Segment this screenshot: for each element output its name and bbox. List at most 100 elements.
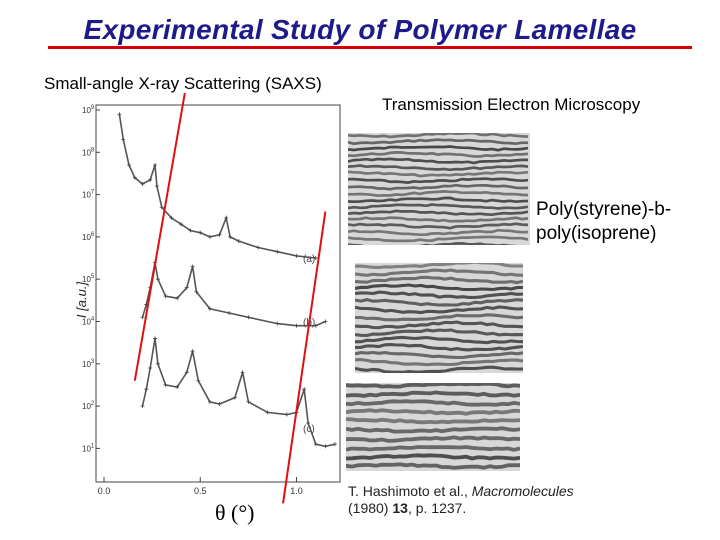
lamella-stripe bbox=[346, 408, 520, 416]
data-point bbox=[232, 395, 237, 400]
data-point bbox=[154, 184, 159, 189]
lamella-stripe bbox=[355, 313, 523, 322]
data-point bbox=[153, 336, 158, 341]
series-line bbox=[118, 114, 316, 259]
citation: T. Hashimoto et al., Macromolecules (198… bbox=[348, 483, 688, 517]
data-point bbox=[140, 182, 145, 187]
data-point bbox=[196, 378, 201, 383]
data-point bbox=[323, 444, 328, 449]
lamella-stripe bbox=[346, 426, 520, 434]
citation-pages: , p. 1237. bbox=[407, 500, 467, 516]
tem-image-top bbox=[348, 133, 530, 245]
lamella-stripe bbox=[355, 335, 523, 345]
data-point bbox=[256, 245, 260, 250]
lamella-stripe bbox=[348, 216, 529, 223]
lamella-stripe bbox=[355, 275, 523, 285]
series-line bbox=[141, 262, 326, 327]
series-label: (a) bbox=[303, 254, 315, 265]
data-point bbox=[207, 399, 212, 404]
data-point bbox=[313, 442, 318, 447]
data-point bbox=[236, 239, 241, 244]
x-tick-label: 1.0 bbox=[290, 486, 303, 496]
data-point bbox=[148, 177, 153, 182]
data-point bbox=[163, 294, 168, 299]
data-point bbox=[184, 370, 189, 375]
y-tick-label: 104 bbox=[82, 316, 95, 326]
data-point bbox=[246, 315, 251, 320]
data-point bbox=[140, 404, 145, 409]
lamella-stripe bbox=[346, 390, 520, 398]
data-point bbox=[333, 442, 337, 447]
data-point bbox=[155, 277, 160, 282]
data-point bbox=[144, 387, 149, 392]
data-point bbox=[190, 349, 195, 354]
lamella-stripe bbox=[346, 383, 520, 389]
citation-volume: 13 bbox=[392, 500, 408, 516]
citation-journal: Macromolecules bbox=[471, 483, 574, 499]
lamella-stripe bbox=[346, 445, 520, 452]
lamella-stripe bbox=[355, 365, 523, 373]
lamella-stripe bbox=[346, 417, 520, 425]
lamella-stripe bbox=[348, 196, 529, 204]
data-point bbox=[275, 249, 280, 254]
lamella-stripe bbox=[355, 268, 523, 277]
y-tick-label: 106 bbox=[82, 232, 95, 242]
data-point bbox=[306, 421, 311, 426]
lamella-stripe bbox=[348, 183, 529, 191]
data-point bbox=[207, 234, 212, 239]
data-point bbox=[294, 323, 299, 328]
lamella-stripe bbox=[355, 283, 523, 292]
lamella-stripe bbox=[355, 305, 523, 315]
data-point bbox=[224, 215, 229, 220]
y-tick-label: 108 bbox=[82, 147, 95, 157]
lamella-stripe bbox=[348, 157, 528, 165]
data-point bbox=[179, 222, 183, 227]
lamella-stripe bbox=[355, 263, 523, 270]
data-point bbox=[294, 253, 299, 258]
data-point bbox=[284, 412, 289, 417]
tem-image-bottom bbox=[346, 383, 520, 471]
data-point bbox=[117, 112, 122, 117]
data-point bbox=[217, 401, 222, 406]
title-underline bbox=[48, 46, 692, 49]
lamella-stripe bbox=[348, 164, 529, 172]
red-guide-line bbox=[133, 92, 186, 381]
red-guide-line bbox=[282, 211, 327, 504]
lamella-stripe bbox=[348, 235, 529, 243]
data-point bbox=[194, 289, 199, 294]
data-point bbox=[217, 232, 222, 237]
data-point bbox=[132, 175, 137, 180]
data-point bbox=[323, 319, 328, 324]
lamella-stripe bbox=[355, 320, 523, 330]
y-tick-label: 107 bbox=[82, 190, 95, 200]
lamella-stripe bbox=[348, 209, 529, 217]
data-point bbox=[240, 370, 245, 375]
data-point bbox=[127, 162, 132, 167]
x-tick-label: 0.5 bbox=[194, 486, 207, 496]
lamella-stripe bbox=[355, 343, 523, 352]
data-point bbox=[159, 205, 164, 210]
slide-title: Experimental Study of Polymer Lamellae bbox=[83, 14, 637, 45]
data-point bbox=[175, 385, 180, 390]
data-point bbox=[246, 399, 251, 404]
data-point bbox=[302, 387, 307, 392]
data-point bbox=[228, 234, 233, 239]
lamella-stripe bbox=[348, 151, 529, 158]
lamella-stripe bbox=[355, 290, 523, 299]
tem-label: Transmission Electron Microscopy bbox=[382, 95, 641, 114]
data-point bbox=[169, 215, 174, 220]
y-axis-label: I [a.u.] bbox=[74, 282, 89, 319]
plot-layer: 101 102 103 104 105 106 107 108 109 0.0 0.5 1.0 (a) (… bbox=[82, 92, 337, 504]
lamella-stripe bbox=[346, 399, 520, 407]
lamella-stripe bbox=[348, 190, 529, 198]
data-point bbox=[313, 323, 318, 328]
lamella-stripe bbox=[348, 228, 529, 237]
lamella-stripe bbox=[355, 328, 523, 337]
data-point bbox=[207, 306, 212, 311]
lamella-stripe bbox=[355, 358, 523, 367]
data-point bbox=[163, 382, 168, 387]
data-point bbox=[121, 137, 126, 142]
lamella-stripe bbox=[346, 453, 520, 461]
lamella-stripe bbox=[355, 350, 523, 360]
